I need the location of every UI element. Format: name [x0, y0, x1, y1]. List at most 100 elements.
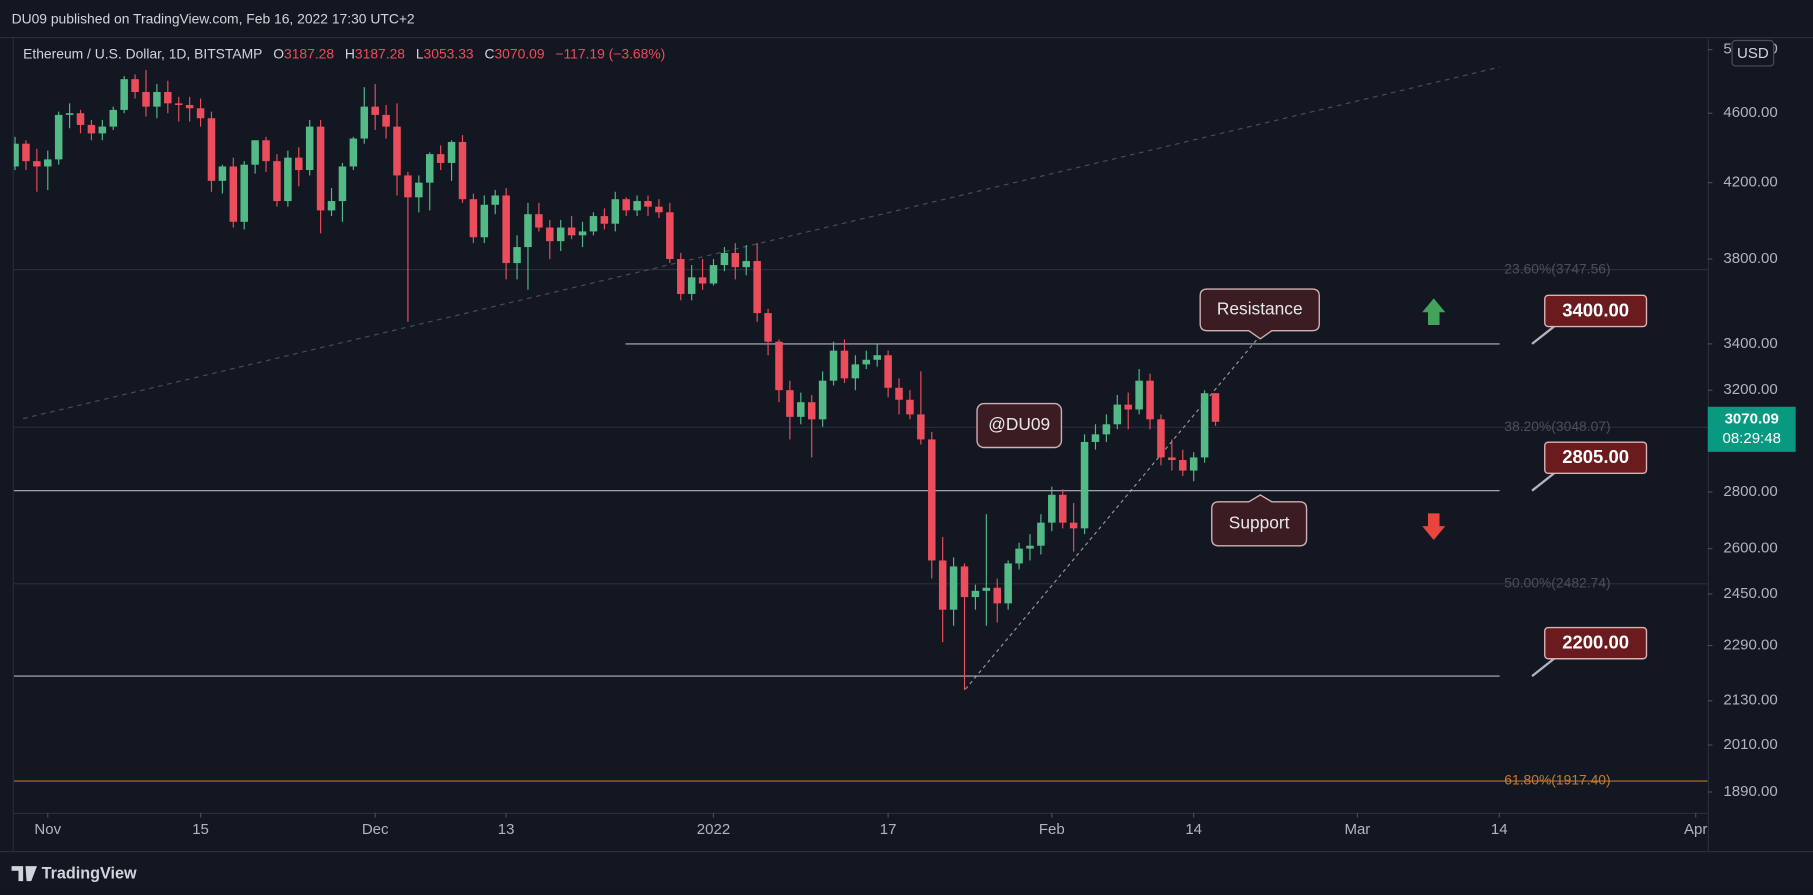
candle-body [436, 154, 445, 163]
candle-body [1048, 494, 1056, 523]
x-tick-label: 14 [1185, 821, 1202, 838]
callout-text: @DU09 [988, 414, 1050, 434]
candle-body [906, 399, 914, 415]
candle-body [262, 140, 270, 162]
ohlc-label: L [416, 45, 424, 61]
candle-body [1026, 545, 1034, 549]
candle-body [709, 265, 718, 284]
ohlc-label: C [484, 45, 494, 61]
y-tick-label: 2130.00 [1723, 692, 1777, 709]
symbol-info: Ethereum / U.S. Dollar, 1D, BITSTAMP O31… [23, 45, 665, 61]
currency-box[interactable] [1731, 39, 1775, 67]
candle-body [611, 199, 620, 224]
candle-body [393, 126, 401, 176]
resistance-callout: Resistance [1199, 288, 1320, 340]
candle-body [164, 91, 172, 104]
candle-body [1124, 404, 1132, 410]
candle-body [295, 157, 303, 171]
candle-body [458, 141, 467, 200]
publisher: DU09 published on TradingView.com, Feb 1… [12, 10, 415, 26]
candle-body [513, 247, 521, 264]
candle-body [622, 199, 630, 211]
ohlc-value: 3187.28 [355, 45, 405, 61]
ohlc-value: 3053.33 [424, 45, 474, 61]
candle-body [895, 387, 903, 400]
candle-body [469, 199, 478, 238]
candle-body [360, 106, 369, 139]
price-tag-value: 3070.09 [1725, 410, 1779, 427]
brand-name: TradingView [42, 864, 137, 882]
candle-body [284, 157, 292, 202]
candle-body [415, 182, 423, 198]
brand: TradingView [11, 864, 137, 882]
candle-body [1168, 457, 1176, 461]
y-tick-label: 4200.00 [1723, 174, 1777, 191]
x-tick-label: 15 [192, 821, 209, 838]
candle-body [196, 108, 205, 119]
candle-body [98, 126, 107, 134]
x-tick-label: 13 [498, 821, 515, 838]
ohlc-label: O [273, 45, 284, 61]
candle-body [578, 231, 587, 236]
candle-body [633, 201, 641, 211]
candle-body [273, 161, 281, 202]
x-tick-label: Feb [1039, 821, 1065, 838]
candle-body [404, 175, 412, 198]
callout-box [976, 402, 1063, 449]
candle-body [1080, 441, 1089, 529]
x-tick-label: Nov [34, 821, 61, 838]
candle-body [218, 166, 227, 181]
candle-body [1189, 457, 1198, 471]
y-tick-label: 2800.00 [1723, 483, 1777, 500]
candle-body [349, 138, 358, 167]
candle-body [753, 261, 761, 314]
level-box [1544, 441, 1648, 475]
x-tick-label: 2022 [697, 821, 730, 838]
candle-body [185, 104, 194, 109]
candle-body [1069, 522, 1078, 529]
candle-body [502, 195, 510, 264]
candle-body [556, 227, 565, 242]
candle-body [447, 141, 456, 163]
candle-body [1015, 548, 1023, 564]
currency[interactable]: USD [1737, 45, 1769, 62]
callout-text: Resistance [1217, 298, 1303, 318]
candle-body [982, 587, 991, 591]
time-axis: Nov 15 Dec 13 2022 17 Feb 14 Mar 14 Apr [34, 812, 1707, 838]
candle-body [1113, 404, 1122, 425]
level-label: 3400.00 [1562, 299, 1629, 320]
candle-body [938, 560, 947, 610]
candle-body [22, 143, 30, 162]
x-tick-label: Apr [1684, 821, 1707, 838]
candle-body [687, 277, 696, 294]
level-label: 2805.00 [1562, 446, 1629, 467]
ohlc-label: H [345, 45, 355, 61]
down-arrow [1422, 513, 1446, 540]
candle-body [1058, 494, 1067, 523]
candle-body [917, 414, 925, 440]
candle-body [731, 253, 740, 268]
candle-body [13, 143, 19, 167]
candle-body [174, 103, 183, 105]
candle-body [229, 166, 238, 222]
price-tag-box [1707, 406, 1796, 452]
candle-body [928, 439, 936, 561]
candle-body [698, 277, 707, 284]
price-axis: 5000.004600.004200.003800.003400.003200.… [1707, 41, 1778, 800]
candle-body [1211, 393, 1220, 422]
candle-body [818, 380, 827, 420]
candle-body [44, 159, 52, 167]
candle-body [382, 114, 390, 127]
trend-line [965, 334, 1261, 690]
candle-body [546, 227, 554, 242]
level-tags: 3400.00 2805.00 2200.00 [1531, 294, 1648, 678]
levels [13, 343, 1500, 677]
candle-body [764, 313, 772, 342]
candle-body [589, 216, 598, 232]
candle-body [840, 350, 849, 379]
candle-body [327, 201, 336, 211]
ohlc-value: 3187.28 [284, 45, 334, 61]
y-tick-label: 3200.00 [1723, 381, 1777, 398]
price-tag-countdown: 08:29:48 [1722, 430, 1780, 447]
candle-body [993, 587, 1002, 604]
